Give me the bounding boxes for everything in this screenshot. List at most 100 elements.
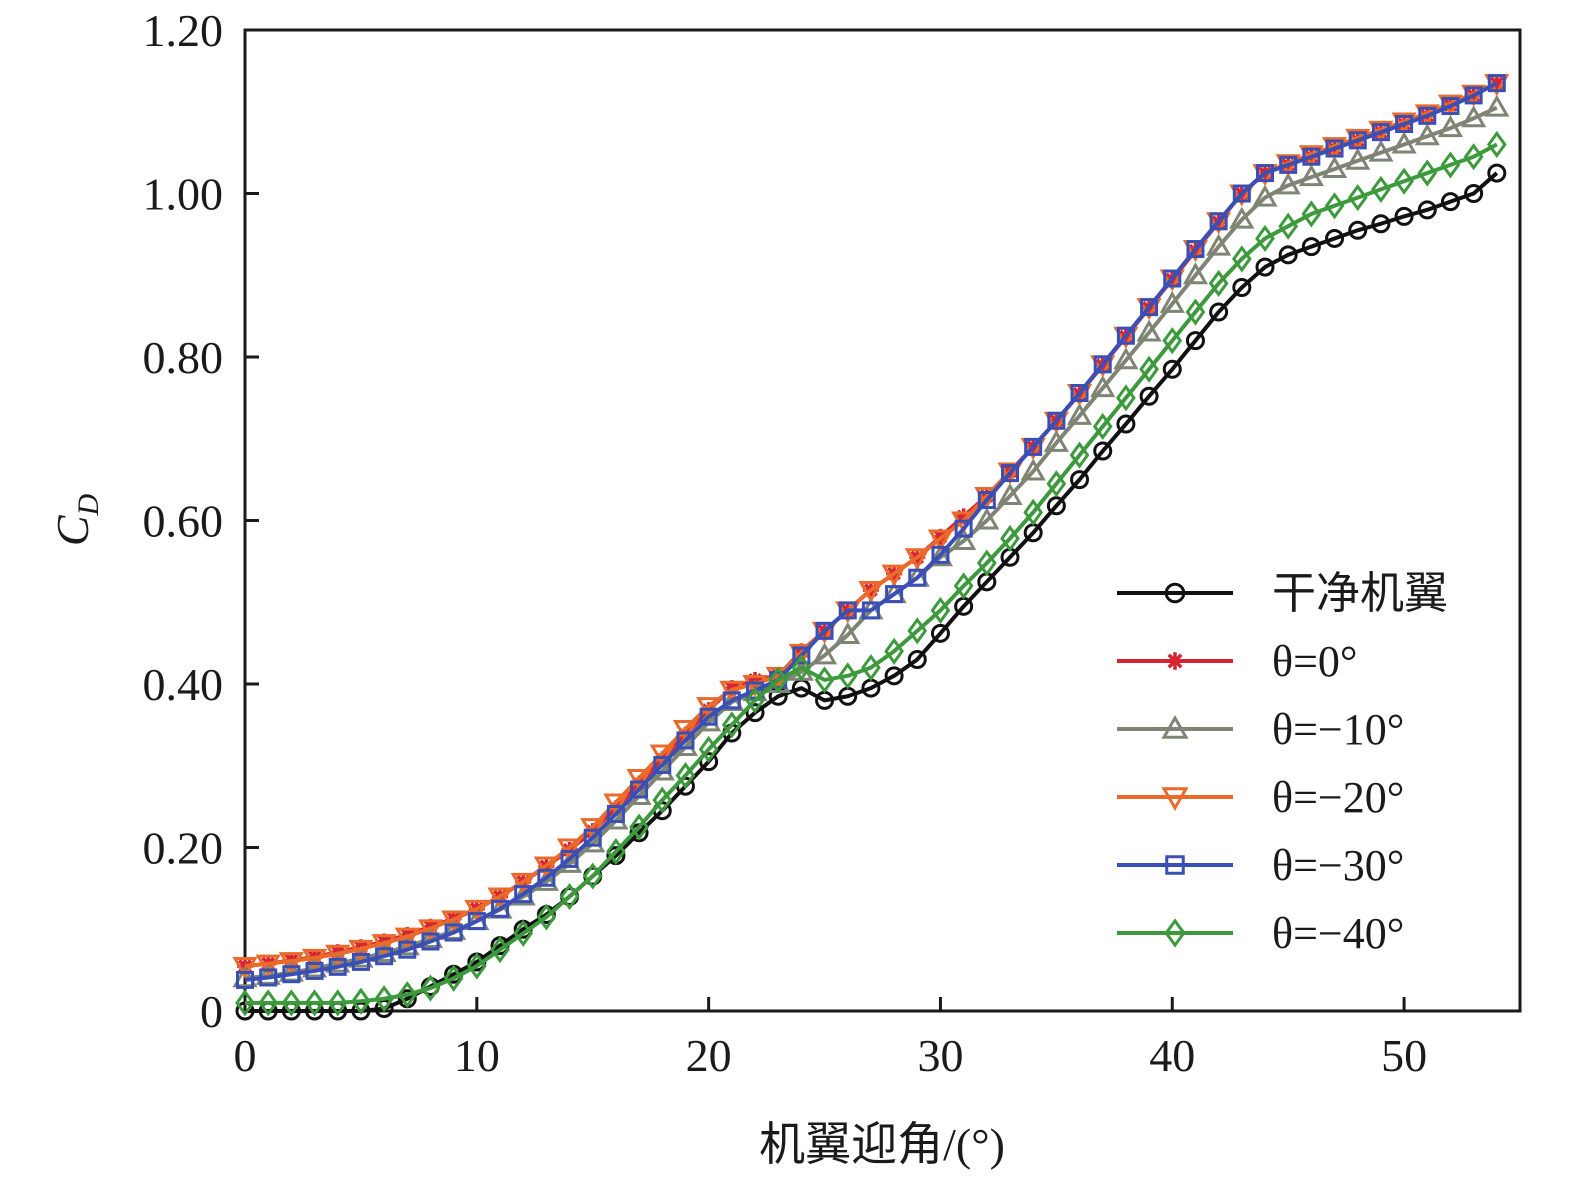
data-point-diamond — [281, 989, 302, 1017]
data-point-diamond — [1139, 355, 1159, 383]
data-point-triangle-down — [719, 680, 745, 703]
data-point-triangle-down — [927, 529, 954, 552]
data-point-square — [908, 568, 927, 587]
data-point-diamond — [513, 919, 534, 947]
data-point-diamond — [768, 666, 789, 694]
data-point-circle — [1232, 278, 1252, 298]
data-point-square — [1209, 212, 1228, 231]
y-tick-label: 0.40 — [143, 659, 224, 710]
data-point-circle — [930, 623, 950, 643]
data-point-triangle-up — [1437, 115, 1464, 138]
legend: 干净机翼 θ=0° θ=−10° θ=−20° θ=−30° θ=−40° — [1117, 569, 1448, 958]
data-point-triangle-up — [325, 950, 351, 973]
data-point-diamond — [1046, 470, 1067, 498]
data-point-square — [1395, 115, 1414, 134]
data-point-circle — [1209, 302, 1229, 322]
data-point-square — [375, 947, 394, 966]
data-point-circle — [1348, 220, 1368, 240]
data-point-diamond — [1116, 384, 1136, 412]
data-point-diamond — [629, 813, 649, 841]
legend-item: θ=0° — [1117, 637, 1358, 686]
data-point-triangle-up — [1368, 139, 1394, 162]
data-point-square — [514, 885, 533, 904]
data-point-circle — [1070, 470, 1090, 490]
data-point-triangle-down — [487, 887, 513, 910]
data-point-circle — [1487, 163, 1507, 183]
x-tick-label: 30 — [917, 1030, 963, 1081]
data-point-triangle-up — [1252, 184, 1278, 207]
data-point-square — [351, 952, 370, 971]
data-point-diamond — [443, 964, 464, 992]
data-point-diamond — [814, 666, 835, 694]
data-point-diamond — [606, 838, 626, 866]
data-point-circle — [1093, 441, 1113, 461]
data-point-diamond — [675, 762, 696, 790]
legend-label: θ=0° — [1272, 637, 1358, 686]
data-point-circle — [1139, 386, 1159, 406]
data-point-diamond — [304, 989, 325, 1017]
data-point-diamond — [652, 786, 673, 814]
data-point-triangle-down — [672, 719, 699, 742]
data-point-triangle-down — [371, 934, 397, 957]
data-point-square — [1186, 240, 1205, 259]
data-point-diamond — [559, 882, 580, 911]
data-point-square — [792, 646, 811, 665]
data-point-triangle-down — [278, 952, 304, 975]
data-point-triangle-down — [858, 580, 884, 604]
data-point-circle — [1325, 228, 1345, 248]
data-point-triangle-up — [1229, 206, 1255, 229]
data-point-diamond — [1301, 200, 1322, 228]
data-point-diamond — [976, 549, 997, 577]
data-point-triangle-up — [811, 642, 838, 665]
data-point-square — [1371, 123, 1390, 142]
legend-label: 干净机翼 — [1272, 569, 1448, 618]
data-point-square — [1001, 464, 1019, 483]
data-point-triangle-down — [997, 462, 1023, 485]
data-point-diamond — [861, 654, 881, 682]
data-point-square — [885, 585, 904, 604]
series-group — [236, 74, 1506, 989]
data-point-triangle-up — [719, 688, 745, 711]
data-point-diamond — [235, 989, 255, 1017]
data-point-square — [1070, 383, 1089, 402]
data-point-circle — [699, 752, 719, 772]
y-tick-label: 0 — [200, 986, 223, 1037]
data-point-diamond — [1394, 167, 1414, 195]
data-point-diamond — [791, 654, 812, 682]
data-point-diamond — [582, 862, 603, 890]
data-point-diamond — [1164, 918, 1186, 948]
data-point-triangle-up — [348, 945, 374, 968]
data-point-square — [583, 828, 602, 847]
data-point-circle — [1440, 192, 1460, 212]
data-point-square — [259, 968, 278, 987]
data-point-diamond — [1208, 269, 1229, 297]
data-point-triangle-down — [556, 838, 583, 861]
x-tick-label: 50 — [1381, 1030, 1427, 1081]
data-point-triangle-up — [394, 933, 420, 956]
data-point-diamond — [1324, 192, 1345, 220]
legend-label: θ=−10° — [1272, 705, 1404, 754]
data-point-triangle-up — [1136, 319, 1162, 342]
y-tick-label: 1.00 — [143, 169, 224, 220]
data-point-diamond — [1347, 184, 1368, 212]
data-point-diamond — [536, 903, 557, 931]
data-point-square — [838, 601, 857, 620]
data-point-triangle-up — [951, 527, 977, 550]
data-point-circle — [1116, 414, 1136, 434]
x-tick-label: 40 — [1149, 1030, 1195, 1081]
data-point-triangle-down — [464, 899, 490, 922]
data-point-circle — [1464, 184, 1484, 203]
data-point-square — [1165, 855, 1185, 875]
data-point-triangle-up — [1090, 375, 1116, 398]
svg-text:CD: CD — [47, 493, 105, 546]
data-point-triangle-up — [1113, 347, 1139, 370]
data-point-triangle-up — [1161, 714, 1189, 739]
data-point-diamond — [698, 735, 719, 763]
data-point-square — [1464, 86, 1483, 105]
data-point-triangle-down — [603, 793, 629, 816]
data-point-diamond — [1486, 130, 1507, 159]
data-point-diamond — [953, 572, 974, 600]
data-point-diamond — [907, 617, 928, 645]
data-point-circle — [1371, 214, 1391, 234]
